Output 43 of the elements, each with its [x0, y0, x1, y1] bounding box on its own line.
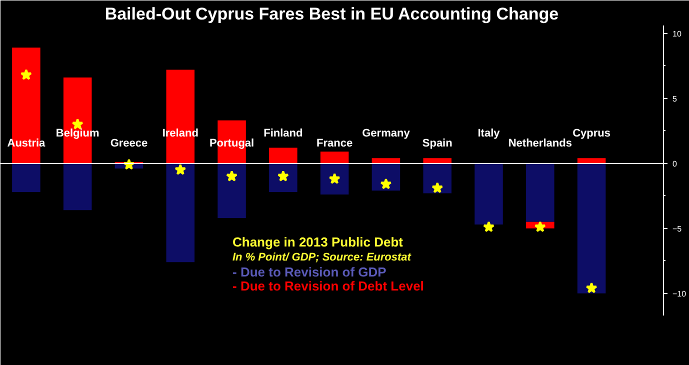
point: [226, 170, 238, 182]
x-tick-label: Cyprus: [572, 127, 611, 140]
point: [20, 68, 32, 80]
point: [483, 221, 495, 232]
annotation: In % Point/ GDP; Source: Eurostat: [232, 252, 412, 264]
bar: [526, 163, 554, 222]
point: [534, 221, 546, 232]
text: - Due to Revision of GDP: [232, 264, 387, 280]
y-tick-label: 0: [672, 159, 678, 168]
x-tick-label: France: [316, 137, 353, 150]
bar: [372, 158, 400, 164]
point: [380, 178, 392, 190]
bar: [320, 152, 349, 164]
point: [174, 164, 186, 175]
chart-title: Bailed-Out Cyprus Fares Best in EU Accounting Change: [104, 4, 559, 24]
y-tick-label: −10: [672, 289, 687, 298]
x-tick-label: Germany: [362, 127, 411, 140]
x-tick-label: Spain: [422, 137, 453, 150]
point: [72, 118, 84, 130]
point: [586, 282, 598, 294]
y-tick-label: 10: [672, 29, 682, 38]
bar: [577, 163, 606, 294]
point: [432, 182, 444, 194]
bar: [474, 163, 503, 224]
bar: [269, 148, 298, 164]
x-tick-label: Greece: [110, 137, 148, 150]
bar: [577, 158, 606, 164]
legend-title: Change in 2013 Public Debt: [232, 234, 404, 250]
bar: [218, 163, 246, 218]
x-tick-label: Netherlands: [508, 137, 572, 150]
text: - Due to Revision of Debt Level: [232, 278, 424, 294]
bar: [269, 163, 298, 192]
bar: [166, 163, 195, 262]
y-tick-label: −5: [672, 224, 682, 234]
x-tick-label: Finland: [264, 127, 303, 140]
bar: [320, 163, 349, 195]
bar: [63, 163, 92, 210]
bar: [12, 163, 40, 192]
bar: [372, 163, 400, 191]
bar: [423, 163, 452, 194]
bar: [423, 158, 452, 164]
x-tick-label: Italy: [478, 127, 501, 140]
y-tick-label: 5: [672, 94, 678, 104]
